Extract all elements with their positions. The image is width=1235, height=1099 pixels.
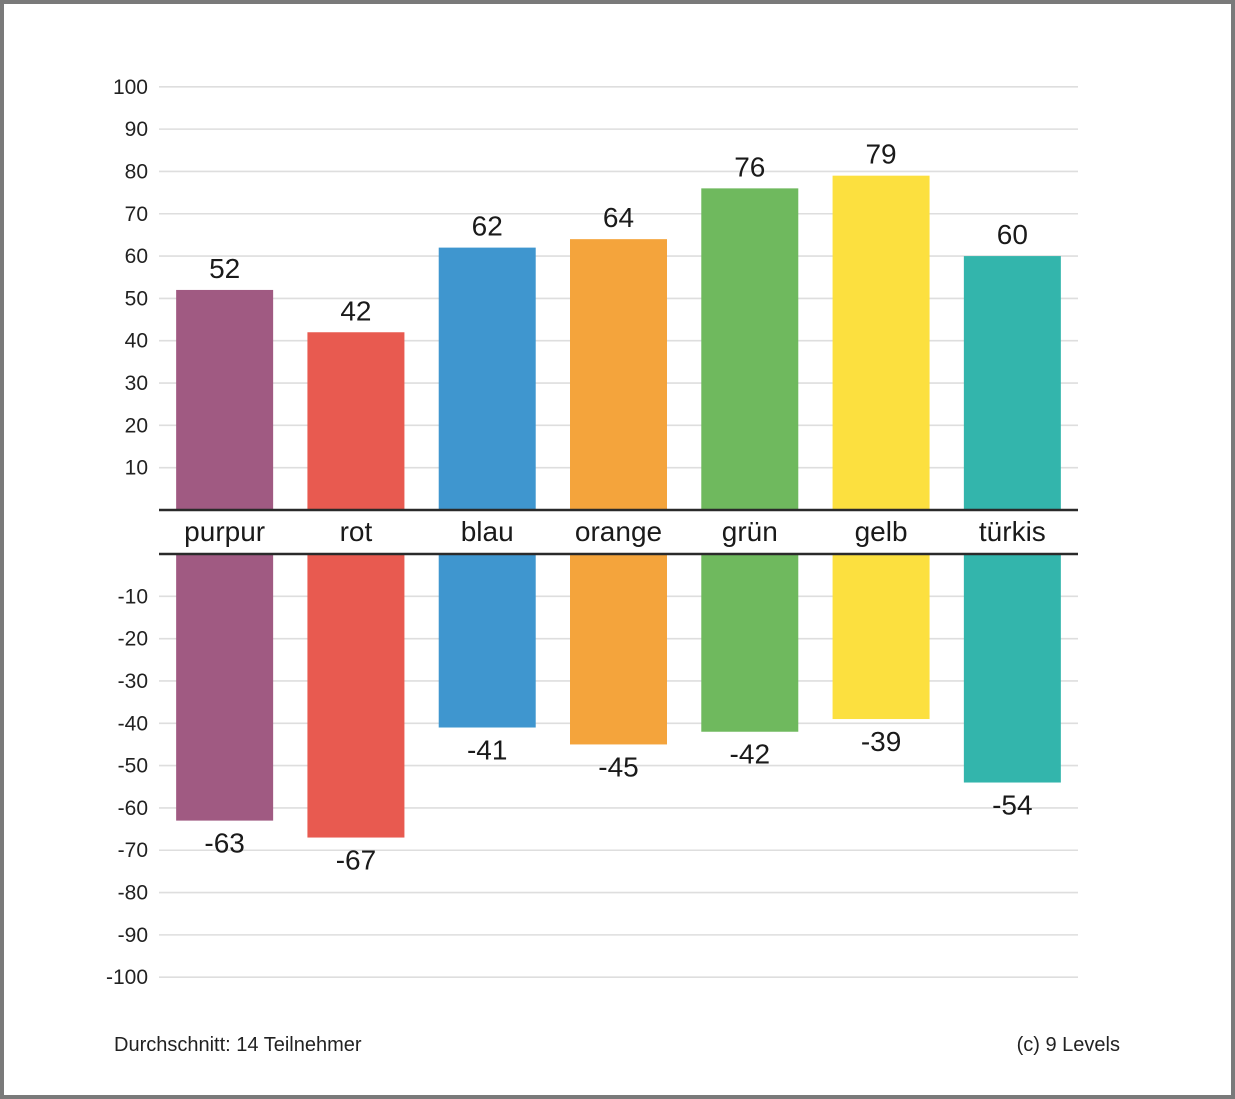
y-tick-label: 90	[125, 118, 148, 141]
bar-positive-blau	[438, 247, 536, 510]
data-label-positive: 60	[997, 219, 1028, 250]
data-label-negative: -63	[204, 828, 244, 859]
bar-positive-türkis	[963, 256, 1061, 510]
bar-negative-orange	[570, 554, 667, 745]
bar-negative-grün	[701, 554, 799, 732]
category-label: blau	[461, 516, 514, 547]
data-label-positive: 79	[865, 139, 896, 170]
data-label-positive: 64	[603, 202, 634, 233]
footer-average-note: Durchschnitt: 14 Teilnehmer	[114, 1034, 362, 1056]
bar-negative-purpur	[176, 554, 274, 821]
bar-negative-gelb	[832, 554, 930, 720]
y-tick-label: 50	[125, 287, 148, 310]
y-tick-label: -100	[106, 966, 148, 989]
bar-positive-gelb	[832, 175, 930, 510]
y-tick-label: -70	[118, 839, 148, 862]
y-tick-label: -80	[118, 882, 148, 905]
data-label-positive: 62	[472, 211, 503, 242]
bar-positive-grün	[701, 188, 799, 511]
y-tick-label: 80	[125, 160, 148, 183]
y-tick-label: -60	[118, 797, 148, 820]
category-label: orange	[575, 516, 662, 547]
data-label-negative: -45	[598, 751, 638, 782]
y-tick-label: 60	[125, 245, 148, 268]
bar-negative-blau	[438, 554, 536, 728]
y-tick-label: -30	[118, 670, 148, 693]
bar-positive-rot	[307, 332, 405, 510]
data-label-negative: -39	[861, 726, 901, 757]
y-tick-label: 20	[125, 414, 148, 437]
data-label-positive: 42	[340, 295, 371, 326]
category-label: grün	[722, 516, 778, 547]
y-tick-label: 40	[125, 330, 148, 353]
data-label-negative: -41	[467, 735, 507, 766]
y-tick-label: -20	[118, 628, 148, 651]
category-label: rot	[340, 516, 373, 547]
category-label: gelb	[855, 516, 908, 547]
footer-copyright: (c) 9 Levels	[1016, 1034, 1120, 1056]
data-label-negative: -42	[730, 739, 770, 770]
bar-positive-orange	[570, 239, 667, 511]
data-label-positive: 52	[209, 253, 240, 284]
data-label-negative: -54	[992, 790, 1032, 821]
category-label: purpur	[184, 516, 265, 547]
bar-positive-purpur	[176, 289, 274, 510]
data-label-positive: 76	[734, 151, 765, 182]
y-tick-label: -10	[118, 585, 148, 608]
y-tick-label: -40	[118, 712, 148, 735]
category-label: türkis	[979, 516, 1046, 547]
y-tick-label: -90	[118, 924, 148, 947]
bar-negative-türkis	[963, 554, 1061, 783]
data-label-negative: -67	[336, 845, 376, 876]
y-tick-label: 30	[125, 372, 148, 395]
y-tick-label: 10	[125, 457, 148, 480]
y-tick-label: 70	[125, 203, 148, 226]
y-tick-label: 100	[113, 76, 148, 99]
bar-negative-rot	[307, 554, 405, 838]
y-tick-label: -50	[118, 755, 148, 778]
